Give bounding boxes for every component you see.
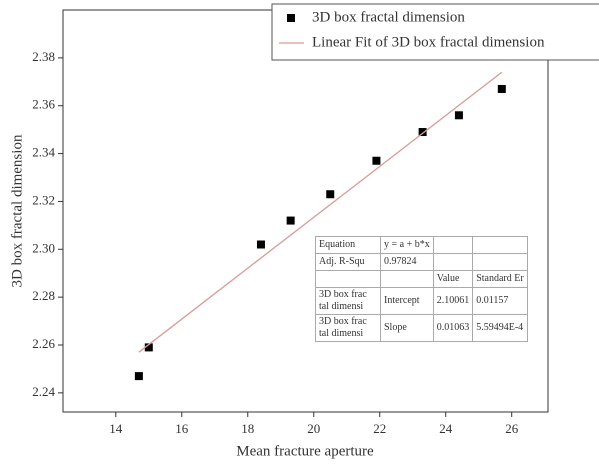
table-cell: 3D box frac tal dimensi (315, 287, 381, 315)
x-tick-label: 18 (241, 421, 254, 436)
table-cell (315, 270, 381, 288)
table-cell: Adj. R-Squ (315, 253, 381, 271)
table-cell: Intercept (380, 287, 434, 315)
y-tick-label: 2.36 (32, 97, 55, 112)
data-point (497, 84, 506, 93)
y-tick-label: 2.34 (32, 145, 55, 160)
table-cell: 0.01063 (432, 314, 474, 342)
data-point (326, 190, 335, 199)
x-tick-label: 20 (307, 421, 320, 436)
table-cell: Value (432, 270, 474, 288)
legend-label: 3D box fractal dimension (312, 9, 465, 25)
legend-label: Linear Fit of 3D box fractal dimension (312, 34, 545, 50)
table-cell: 0.97824 (380, 253, 434, 271)
legend-marker (287, 14, 295, 22)
table-cell: 3D box frac tal dimensi (315, 314, 381, 342)
table-cell: y = a + b*x (380, 236, 434, 254)
table-row: Value Standard Er (315, 270, 528, 288)
y-tick-label: 2.26 (32, 336, 55, 351)
table-cell (432, 253, 474, 271)
table-row: 3D box frac tal dimensi Intercept 2.10061 0… (315, 287, 528, 315)
x-tick-label: 24 (439, 421, 453, 436)
data-point (286, 216, 295, 225)
table-row: 3D box frac tal dimensi Slope 0.01063 5.594… (315, 314, 528, 342)
table-cell (472, 236, 528, 254)
fit-table: Equation y = a + b*x Adj. R-Squ 0.97824 Valu… (315, 236, 528, 342)
y-tick-label: 2.24 (32, 384, 55, 399)
fit-line (138, 71, 503, 353)
table-cell: Slope (380, 314, 434, 342)
table-cell: 2.10061 (432, 287, 474, 315)
table-cell: 0.01157 (472, 287, 528, 315)
table-cell: 5.59494E-4 (472, 314, 528, 342)
data-point (134, 372, 143, 381)
table-row: Equation y = a + b*x (315, 236, 528, 254)
x-tick-label: 14 (109, 421, 123, 436)
y-axis-label: 3D box fractal dimension (9, 134, 25, 287)
data-point (454, 111, 463, 120)
data-point (144, 343, 153, 352)
x-tick-label: 16 (175, 421, 189, 436)
table-cell (432, 236, 474, 254)
table-cell (380, 270, 434, 288)
y-tick-label: 2.32 (32, 192, 55, 207)
y-tick-label: 2.30 (32, 240, 55, 255)
data-point (256, 240, 265, 249)
data-point (418, 128, 427, 137)
plot-frame (62, 9, 549, 413)
x-axis-label: Mean fracture aperture (236, 443, 374, 459)
table-row: Adj. R-Squ 0.97824 (315, 253, 528, 271)
y-tick-label: 2.38 (32, 49, 55, 64)
y-tick-label: 2.28 (32, 288, 55, 303)
table-cell: Standard Er (472, 270, 528, 288)
legend-box (271, 3, 599, 61)
x-tick-label: 26 (505, 421, 519, 436)
data-point (372, 156, 381, 165)
x-tick-label: 22 (373, 421, 386, 436)
table-cell (472, 253, 528, 271)
table-cell: Equation (315, 236, 381, 254)
